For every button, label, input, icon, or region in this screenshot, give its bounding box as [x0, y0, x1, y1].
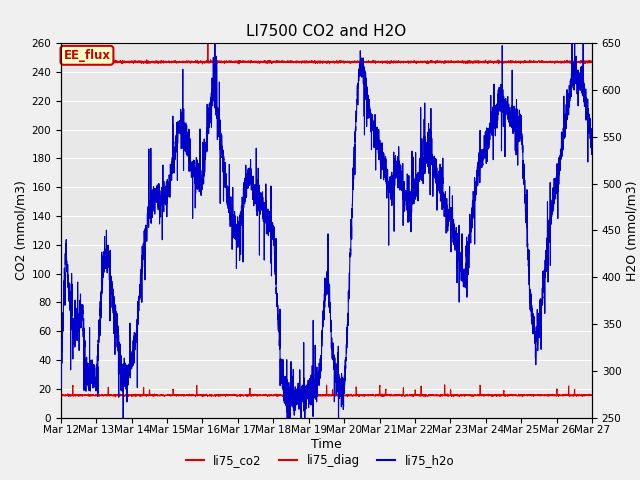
Text: EE_flux: EE_flux — [63, 49, 111, 62]
Title: LI7500 CO2 and H2O: LI7500 CO2 and H2O — [246, 24, 406, 39]
Legend: li75_co2, li75_diag, li75_h2o: li75_co2, li75_diag, li75_h2o — [181, 449, 459, 472]
X-axis label: Time: Time — [311, 438, 342, 451]
Y-axis label: CO2 (mmol/m3): CO2 (mmol/m3) — [14, 180, 27, 280]
Y-axis label: H2O (mmol/m3): H2O (mmol/m3) — [626, 180, 639, 281]
